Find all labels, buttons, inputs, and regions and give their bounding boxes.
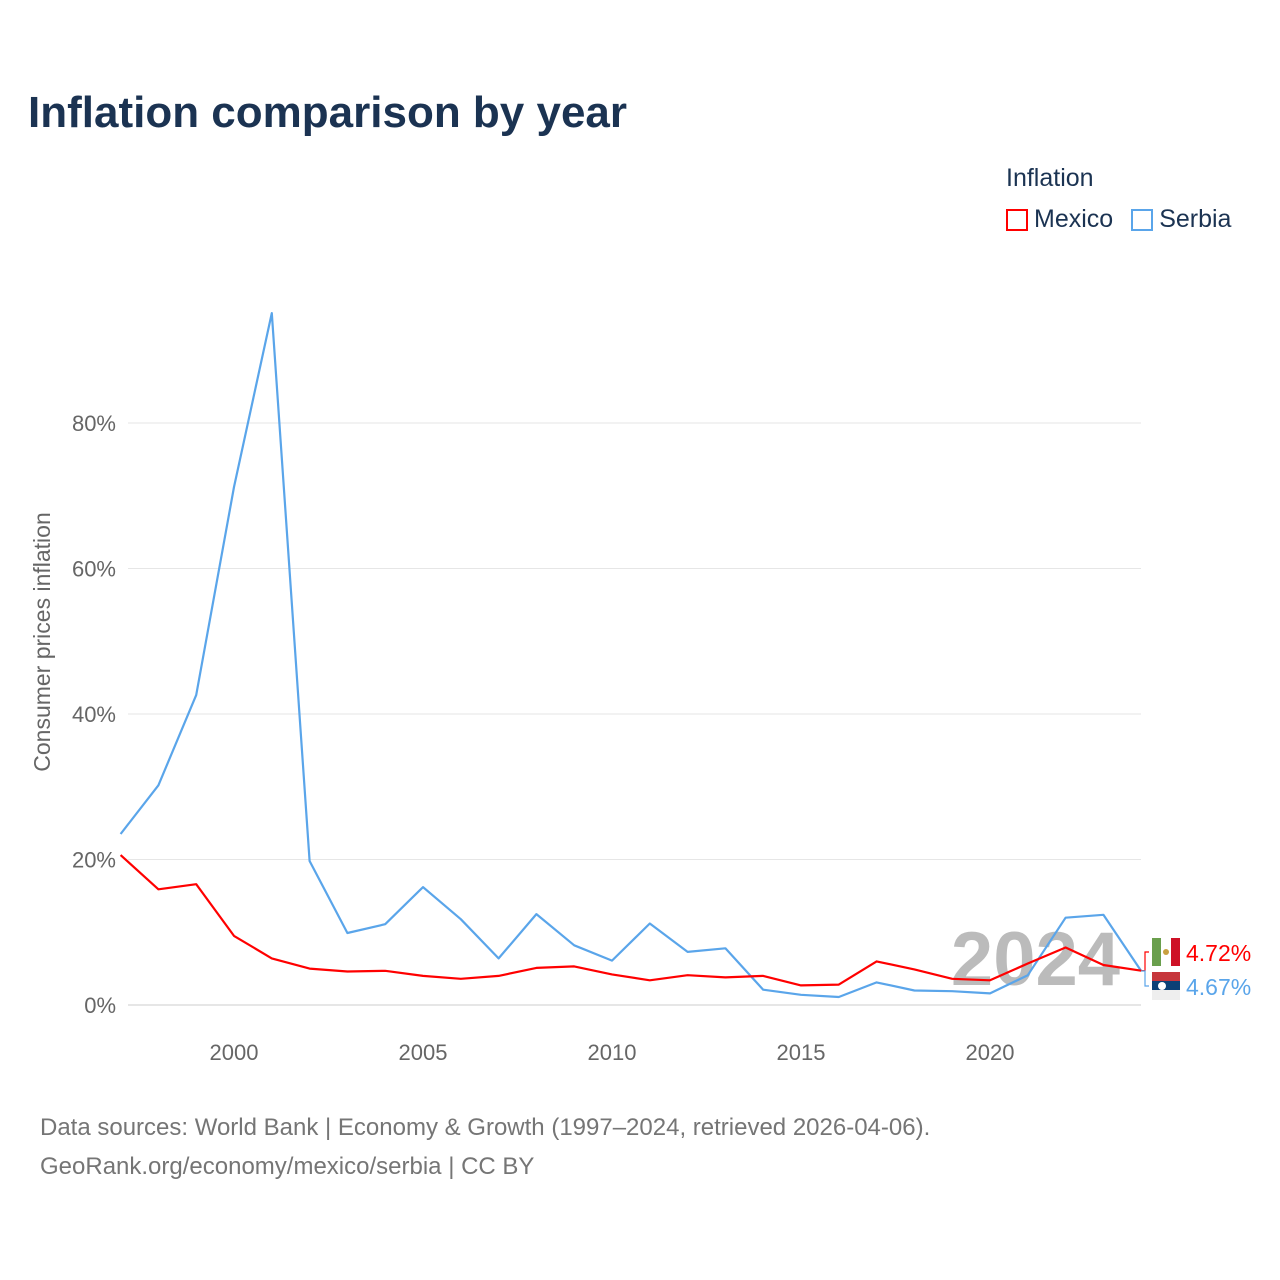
y-tick-label: 0% <box>84 993 116 1018</box>
y-tick-label: 20% <box>72 848 116 873</box>
end-label-connector <box>1141 951 1149 972</box>
legend-label-mexico: Mexico <box>1034 205 1114 233</box>
y-tick-label: 40% <box>72 702 116 727</box>
legend-title: Inflation <box>1006 164 1094 192</box>
end-label-connector <box>1141 970 1149 987</box>
serbia-flag-red <box>1152 972 1180 981</box>
x-tick-label: 2020 <box>966 1040 1015 1065</box>
x-tick-label: 2005 <box>399 1040 448 1065</box>
mexico-flag-emblem <box>1163 949 1169 955</box>
x-tick-label: 2000 <box>210 1040 259 1065</box>
chart-title: Inflation comparison by year <box>28 88 628 137</box>
x-tick-label: 2015 <box>777 1040 826 1065</box>
footer-sources: Data sources: World Bank | Economy & Gro… <box>40 1114 931 1141</box>
series-line-serbia <box>119 312 1143 999</box>
mexico-flag-red <box>1171 938 1180 966</box>
y-tick-label: 80% <box>72 411 116 436</box>
x-tick-label: 2010 <box>588 1040 637 1065</box>
series-line-mexico <box>119 854 1142 987</box>
legend-swatch-serbia <box>1131 208 1154 231</box>
legend-item-mexico[interactable]: Mexico <box>1006 205 1113 234</box>
footer: Data sources: World Bank | Economy & Gro… <box>40 1108 930 1186</box>
serbia-flag-blue <box>1152 981 1180 990</box>
legend-label-serbia: Serbia <box>1159 205 1232 233</box>
legend-swatch-mexico <box>1006 208 1028 231</box>
y-axis-label: Consumer prices inflation <box>29 512 55 772</box>
serbia-flag-emblem <box>1158 982 1166 990</box>
serbia-flag-white <box>1152 990 1180 1000</box>
end-label-serbia: 4.67% <box>1186 974 1251 1000</box>
footer-url: GeoRank.org/economy/mexico/serbia | CC B… <box>40 1153 535 1180</box>
y-tick-label: 60% <box>72 557 116 582</box>
mexico-flag-green <box>1152 938 1161 966</box>
legend-item-serbia[interactable]: Serbia <box>1131 205 1231 234</box>
end-label-mexico: 4.72% <box>1186 940 1251 966</box>
legend: Mexico Serbia <box>1006 205 1231 234</box>
